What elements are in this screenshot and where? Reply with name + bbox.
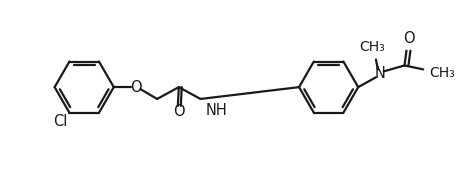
Text: O: O [129,80,141,95]
Text: Cl: Cl [53,114,68,129]
Text: NH: NH [205,103,227,118]
Text: CH₃: CH₃ [359,40,385,54]
Text: O: O [404,31,415,46]
Text: O: O [173,104,185,119]
Text: CH₃: CH₃ [429,66,455,80]
Text: N: N [374,66,386,81]
